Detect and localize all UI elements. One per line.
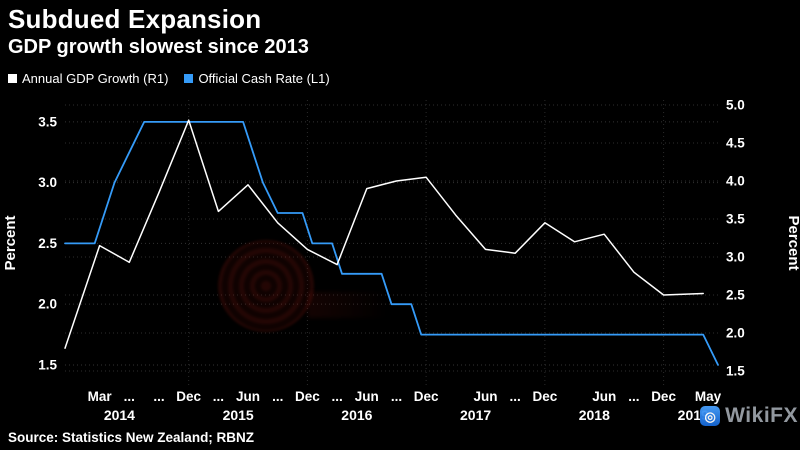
svg-text:Jun: Jun bbox=[355, 389, 379, 404]
svg-text:4.0: 4.0 bbox=[726, 174, 745, 189]
svg-text:...: ... bbox=[628, 389, 639, 404]
red-emblem-watermark-tail bbox=[308, 292, 388, 318]
gdp-series-swatch-icon bbox=[8, 74, 17, 83]
svg-text:3.0: 3.0 bbox=[726, 250, 745, 265]
svg-text:2.0: 2.0 bbox=[726, 326, 745, 341]
svg-text:2.5: 2.5 bbox=[726, 288, 745, 303]
svg-text:Dec: Dec bbox=[176, 389, 201, 404]
svg-text:Dec: Dec bbox=[532, 389, 557, 404]
svg-text:...: ... bbox=[331, 389, 342, 404]
svg-text:Dec: Dec bbox=[651, 389, 676, 404]
svg-text:...: ... bbox=[153, 389, 164, 404]
svg-text:3.0: 3.0 bbox=[38, 175, 57, 190]
wikifx-label: WikiFX bbox=[725, 404, 798, 427]
svg-text:2018: 2018 bbox=[579, 407, 610, 423]
svg-text:Percent: Percent bbox=[785, 215, 800, 270]
chart-subtitle: GDP growth slowest since 2013 bbox=[8, 36, 309, 58]
svg-text:3.5: 3.5 bbox=[726, 212, 745, 227]
svg-text:1.5: 1.5 bbox=[726, 364, 745, 379]
svg-text:...: ... bbox=[510, 389, 521, 404]
svg-text:2.5: 2.5 bbox=[38, 236, 57, 251]
red-emblem-watermark-icon bbox=[218, 240, 314, 332]
legend-label-ocr: Official Cash Rate (L1) bbox=[198, 71, 330, 86]
svg-text:5.0: 5.0 bbox=[726, 98, 745, 113]
svg-text:4.5: 4.5 bbox=[726, 136, 745, 151]
svg-text:...: ... bbox=[213, 389, 224, 404]
wikifx-watermark: ◎ WikiFX bbox=[700, 404, 798, 428]
svg-text:2017: 2017 bbox=[460, 407, 491, 423]
svg-text:Jun: Jun bbox=[592, 389, 616, 404]
axis-labels: 1.5 2.0 2.5 3.0 3.5 1.5 2.0 2.5 3.0 3.5 4.0 4.5 5.0 M… bbox=[2, 98, 800, 423]
svg-text:...: ... bbox=[124, 389, 135, 404]
svg-text:Dec: Dec bbox=[295, 389, 320, 404]
legend-label-gdp: Annual GDP Growth (R1) bbox=[22, 71, 169, 86]
svg-text:2014: 2014 bbox=[104, 407, 135, 423]
svg-text:2015: 2015 bbox=[223, 407, 254, 423]
legend: Annual GDP Growth (R1) Official Cash Rat… bbox=[8, 71, 330, 86]
svg-text:2016: 2016 bbox=[341, 407, 372, 423]
svg-text:3.5: 3.5 bbox=[38, 114, 57, 129]
wikifx-icon: ◎ bbox=[700, 406, 721, 426]
svg-text:May: May bbox=[695, 389, 722, 404]
svg-text:Mar: Mar bbox=[88, 389, 113, 404]
source-note: Source: Statistics New Zealand; RBNZ bbox=[8, 430, 255, 445]
svg-text:2.0: 2.0 bbox=[38, 297, 57, 312]
legend-item-ocr: Official Cash Rate (L1) bbox=[184, 71, 330, 86]
svg-text:Dec: Dec bbox=[414, 389, 439, 404]
gridlines bbox=[65, 100, 718, 385]
svg-text:Percent: Percent bbox=[2, 215, 19, 270]
svg-text:...: ... bbox=[272, 389, 283, 404]
svg-text:Jun: Jun bbox=[236, 389, 260, 404]
chart-title: Subdued Expansion bbox=[8, 4, 262, 34]
svg-text:1.5: 1.5 bbox=[38, 357, 57, 372]
series-lines bbox=[64, 119, 719, 366]
svg-text:...: ... bbox=[391, 389, 402, 404]
svg-text:Jun: Jun bbox=[473, 389, 497, 404]
legend-item-gdp: Annual GDP Growth (R1) bbox=[8, 71, 168, 86]
ocr-series-swatch-icon bbox=[184, 74, 194, 83]
